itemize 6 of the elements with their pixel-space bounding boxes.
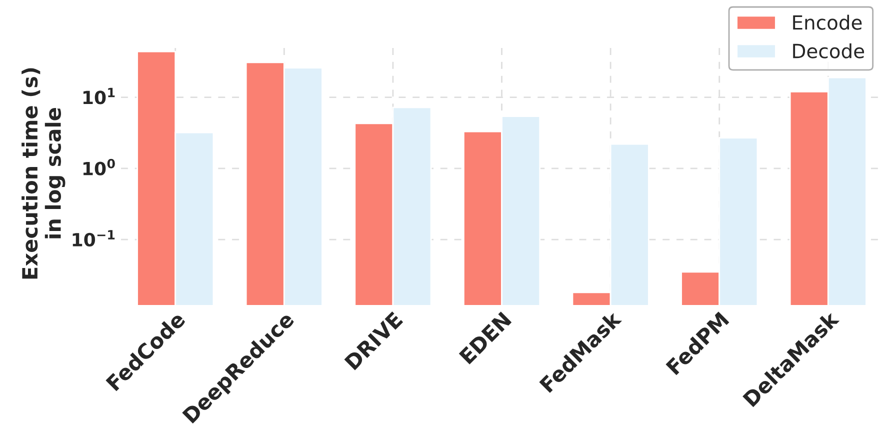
legend-label: Encode xyxy=(793,14,862,30)
y-tick-label: 10$^{1}$ xyxy=(83,88,115,104)
y-axis-title: Execution time (s) in log scale xyxy=(22,68,66,279)
y-tick-label: 10$^{−1}$ xyxy=(72,230,115,247)
y-tick-label: 10$^{0}$ xyxy=(83,158,115,176)
legend-label: Decode xyxy=(793,43,864,58)
